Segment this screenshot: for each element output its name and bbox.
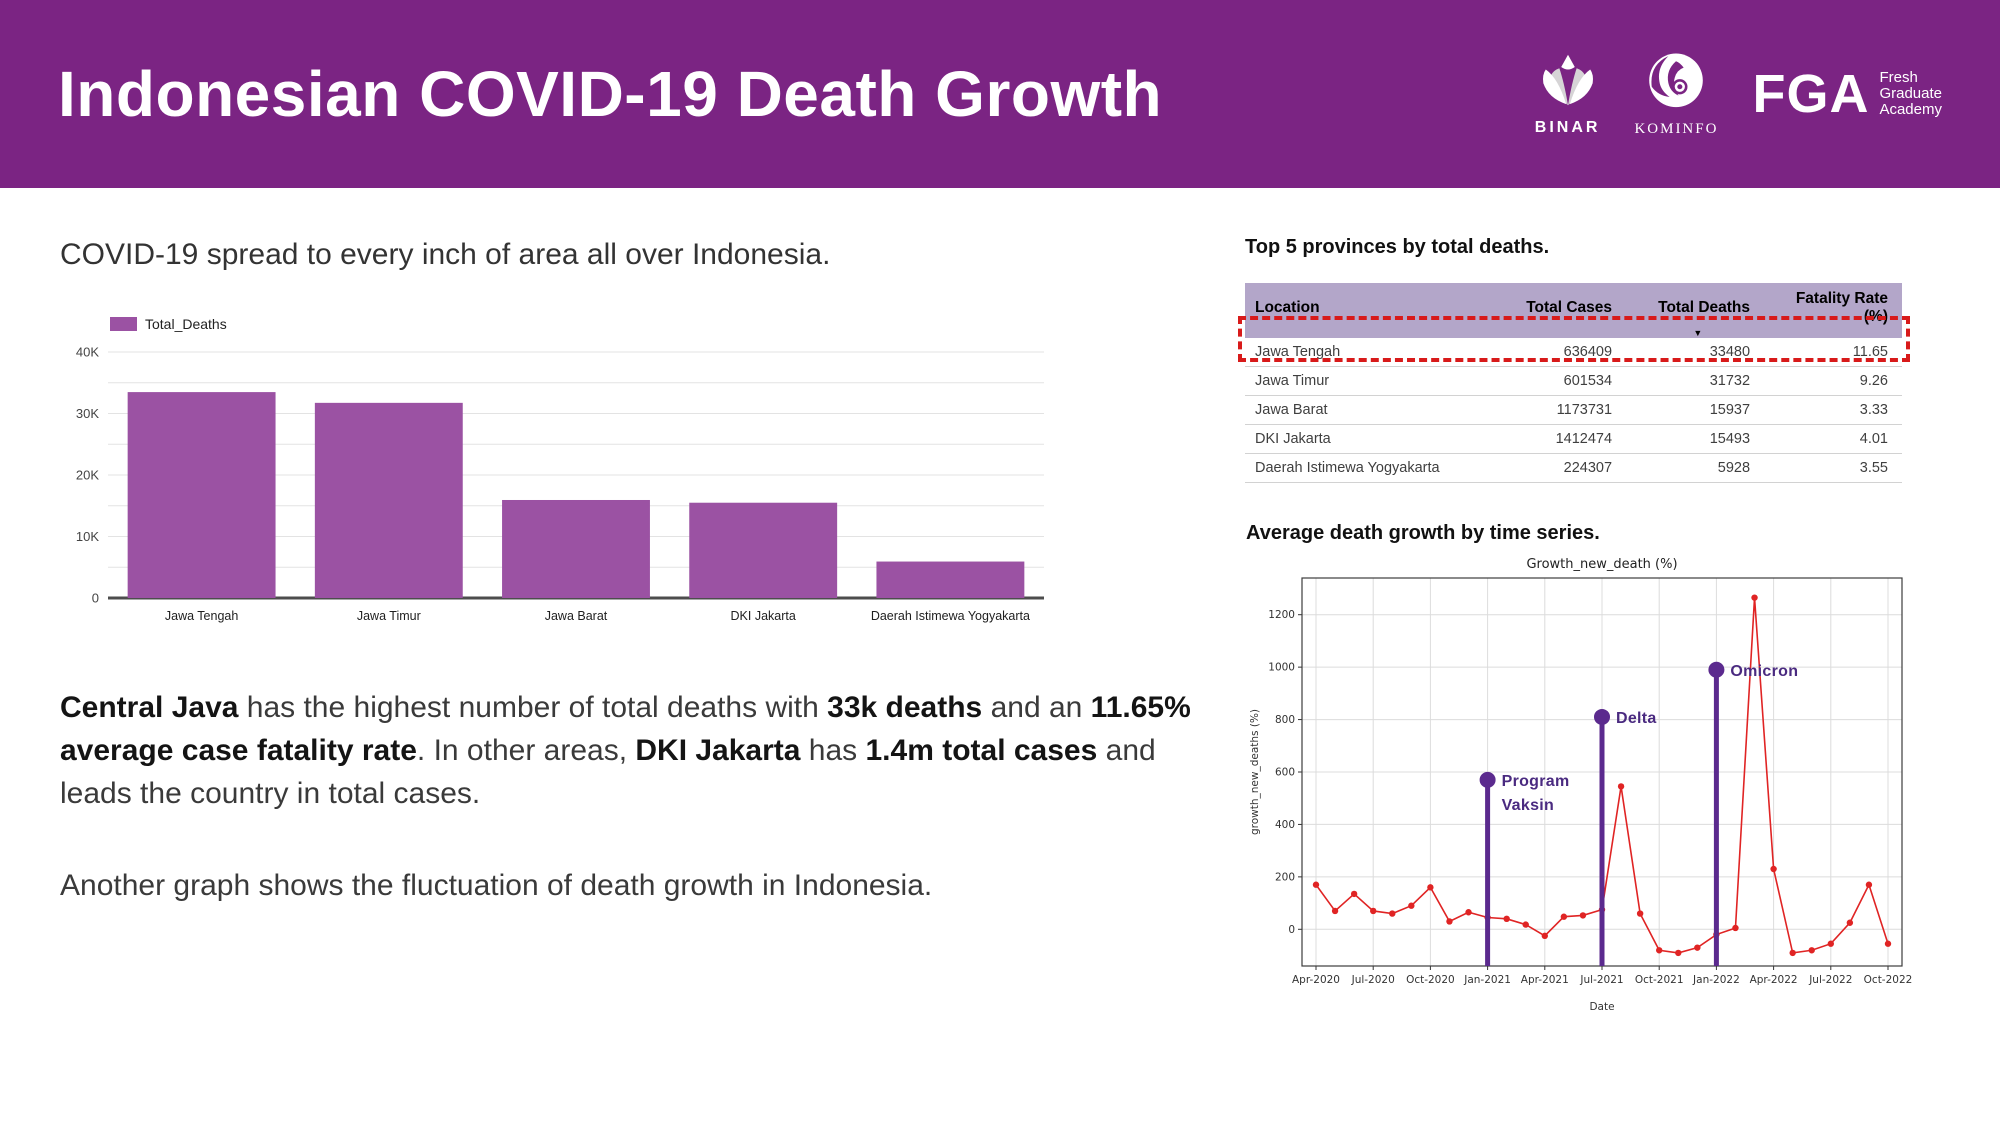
table-cell: 5928 — [1626, 453, 1765, 483]
header-banner: Indonesian COVID-19 Death Growth BINAR — [0, 0, 2000, 188]
table-cell: 33480 — [1626, 338, 1765, 367]
table-cell: 15493 — [1626, 424, 1765, 454]
column-header-total-deaths[interactable]: Total Deaths ▼ — [1626, 283, 1765, 338]
table-cell: 3.33 — [1764, 395, 1902, 425]
svg-text:Apr-2022: Apr-2022 — [1750, 974, 1798, 986]
svg-text:Omicron: Omicron — [1730, 663, 1798, 680]
top-provinces-table: Location Total Cases Total Deaths ▼ Fatality… — [1245, 283, 1902, 483]
svg-text:Jawa Timur: Jawa Timur — [357, 609, 421, 623]
svg-text:Date: Date — [1589, 1001, 1614, 1013]
column-header-total-cases[interactable]: Total Cases — [1468, 283, 1627, 338]
transition-paragraph: Another graph shows the fluctuation of d… — [60, 869, 933, 902]
line-chart-plot: 0 200 400 600 800 1000 1200 Apr-2020 Jul-2020 Oct… — [1249, 557, 1912, 1013]
svg-text:600: 600 — [1275, 767, 1295, 779]
svg-text:200: 200 — [1275, 871, 1295, 883]
table-cell: 15937 — [1626, 395, 1765, 425]
svg-text:1200: 1200 — [1268, 609, 1295, 621]
fga-logo: FGA Fresh Graduate Academy — [1752, 67, 1942, 121]
svg-text:Program: Program — [1502, 773, 1570, 790]
table-cell: 3.55 — [1764, 453, 1902, 483]
sort-desc-icon: ▼ — [1693, 328, 1703, 338]
svg-text:Oct-2021: Oct-2021 — [1635, 974, 1684, 986]
fga-subtitle: Fresh Graduate Academy — [1879, 69, 1942, 118]
svg-text:Jan-2021: Jan-2021 — [1463, 974, 1511, 986]
table-cell: Jawa Barat — [1245, 395, 1469, 425]
table-cell: Jawa Timur — [1245, 366, 1469, 396]
table-cell: 601534 — [1468, 366, 1627, 396]
svg-text:10K: 10K — [76, 529, 99, 544]
table-cell: 31732 — [1626, 366, 1765, 396]
svg-text:30K: 30K — [76, 406, 99, 421]
kominfo-wordmark: KOMINFO — [1634, 120, 1719, 137]
svg-text:Daerah Istimewa Yogyakarta: Daerah Istimewa Yogyakarta — [871, 609, 1030, 623]
table-cell: 11.65 — [1764, 338, 1902, 367]
table-cell: 9.26 — [1764, 366, 1902, 396]
svg-text:40K: 40K — [76, 345, 99, 360]
kominfo-swirl-icon — [1644, 51, 1708, 116]
table-header-row: Location Total Cases Total Deaths ▼ Fatality… — [1245, 283, 1902, 338]
table-row[interactable]: DKI Jakarta 1412474 15493 4.01 — [1245, 424, 1902, 454]
line-chart: 0 200 400 600 800 1000 1200 Apr-2020 Jul-2020 Oct… — [1246, 556, 1912, 1026]
svg-text:Jawa Tengah: Jawa Tengah — [165, 609, 238, 623]
table-cell: 224307 — [1468, 453, 1627, 483]
legend-swatch — [110, 317, 137, 331]
kominfo-logo: KOMINFO — [1634, 51, 1718, 138]
table-cell: 1173731 — [1468, 395, 1627, 425]
legend-label: Total_Deaths — [145, 316, 227, 332]
bar-chart-plot: 0 10K 20K 30K 40K Jawa Tengah Jawa Timur Jawa B… — [76, 345, 1044, 623]
line-chart-title: Average death growth by time series. — [1246, 522, 1600, 544]
svg-text:Jul-2022: Jul-2022 — [1808, 974, 1852, 986]
table-row[interactable]: Jawa Timur 601534 31732 9.26 — [1245, 366, 1902, 396]
svg-text:Oct-2022: Oct-2022 — [1864, 974, 1912, 986]
svg-text:400: 400 — [1275, 819, 1295, 831]
logo-group: BINAR KOMINFO FGA Fresh Graduat — [1535, 51, 1942, 138]
binar-wordmark: BINAR — [1534, 119, 1601, 136]
svg-text:Jawa Barat: Jawa Barat — [545, 609, 608, 623]
table-row[interactable]: Jawa Tengah 636409 33480 11.65 — [1245, 338, 1902, 367]
page-title: Indonesian COVID-19 Death Growth — [58, 58, 1163, 130]
column-header-location[interactable]: Location — [1245, 283, 1469, 338]
svg-text:Vaksin: Vaksin — [1502, 797, 1555, 814]
binar-logo: BINAR — [1535, 51, 1601, 137]
table-cell: 4.01 — [1764, 424, 1902, 454]
svg-text:growth_new_deaths (%): growth_new_deaths (%) — [1249, 709, 1261, 835]
svg-text:Jul-2021: Jul-2021 — [1579, 974, 1623, 986]
table-title: Top 5 provinces by total deaths. — [1245, 236, 1550, 258]
analysis-paragraph: Central Java has the highest number of t… — [60, 691, 1191, 810]
intro-text: COVID-19 spread to every inch of area al… — [60, 238, 831, 271]
table-row[interactable]: Jawa Barat 1173731 15937 3.33 — [1245, 395, 1902, 425]
svg-text:0: 0 — [92, 591, 99, 606]
svg-text:Jan-2022: Jan-2022 — [1692, 974, 1740, 986]
table-cell: Daerah Istimewa Yogyakarta — [1245, 453, 1469, 483]
column-header-fatality-rate[interactable]: Fatality Rate (%) — [1764, 283, 1902, 338]
top-provinces-table-wrap: Location Total Cases Total Deaths ▼ Fatality… — [1238, 283, 1910, 483]
bar-chart: Total_Deaths 0 10K 20K 30K 40K Jawa Tengah Jaw… — [60, 310, 1050, 630]
svg-text:20K: 20K — [76, 468, 99, 483]
svg-text:Growth_new_death (%): Growth_new_death (%) — [1526, 557, 1677, 572]
svg-text:Apr-2020: Apr-2020 — [1292, 974, 1340, 986]
svg-text:Oct-2020: Oct-2020 — [1406, 974, 1455, 986]
svg-text:DKI Jakarta: DKI Jakarta — [731, 609, 796, 623]
table-cell: DKI Jakarta — [1245, 424, 1469, 454]
svg-text:800: 800 — [1275, 714, 1295, 726]
svg-text:Jul-2020: Jul-2020 — [1351, 974, 1395, 986]
svg-text:0: 0 — [1288, 924, 1295, 936]
fga-wordmark: FGA — [1752, 64, 1870, 124]
binar-flower-icon — [1537, 51, 1599, 114]
svg-text:Delta: Delta — [1616, 710, 1657, 727]
table-cell: 1412474 — [1468, 424, 1627, 454]
svg-text:1000: 1000 — [1268, 662, 1295, 674]
table-row[interactable]: Daerah Istimewa Yogyakarta 224307 5928 3.55 — [1245, 453, 1902, 483]
svg-text:Apr-2021: Apr-2021 — [1521, 974, 1569, 986]
table-cell: 636409 — [1468, 338, 1627, 367]
bar-chart-legend: Total_Deaths — [110, 316, 227, 332]
table-cell: Jawa Tengah — [1245, 338, 1469, 367]
